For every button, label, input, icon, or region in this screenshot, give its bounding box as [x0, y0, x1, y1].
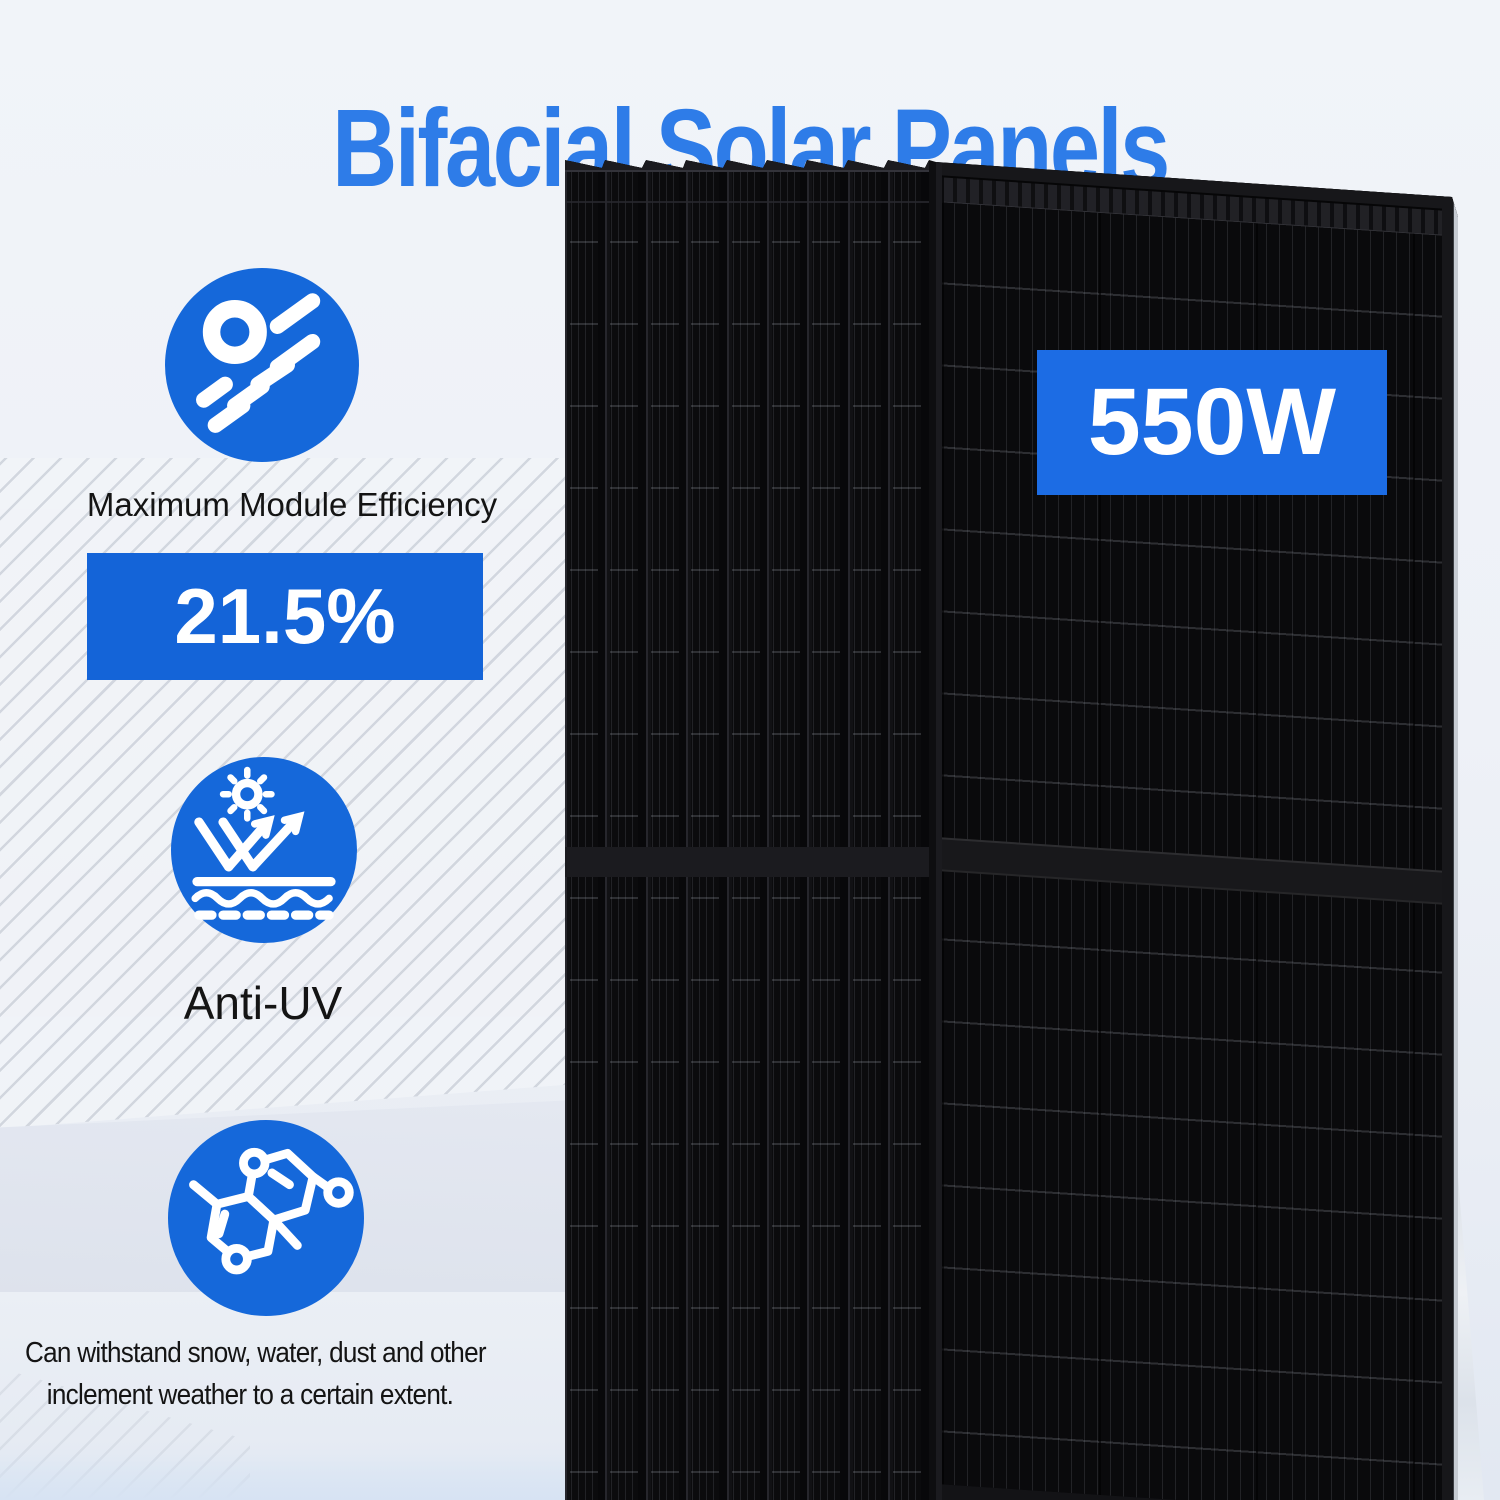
- feature-label-efficiency: Maximum Module Efficiency: [86, 486, 498, 523]
- efficiency-badge: 21.5%: [87, 553, 483, 680]
- panel-frame-right: [1442, 195, 1458, 1500]
- feature-label-anti-uv: Anti-UV: [183, 977, 343, 1029]
- solar-panel-stack: [565, 160, 1458, 1500]
- back-panel: [726, 161, 768, 1500]
- wattage-badge: 550W: [1037, 350, 1387, 495]
- back-panel: [888, 161, 930, 1500]
- molecule-icon: [168, 1120, 364, 1316]
- backdrop-glow: [0, 1452, 640, 1500]
- back-panel: [767, 161, 808, 1500]
- back-panel: [605, 161, 647, 1500]
- anti-uv-icon: [171, 757, 357, 943]
- back-panel: [565, 161, 606, 1500]
- feature-description-line1: Can withstand snow, water, dust and othe…: [25, 1337, 487, 1369]
- back-panel: [807, 161, 849, 1500]
- feature-description-line2: inclement weather to a certain extent.: [46, 1379, 454, 1411]
- back-panel: [686, 161, 728, 1500]
- back-panel: [847, 161, 889, 1500]
- back-panel: [645, 161, 687, 1500]
- sun-speed-icon: [165, 268, 359, 462]
